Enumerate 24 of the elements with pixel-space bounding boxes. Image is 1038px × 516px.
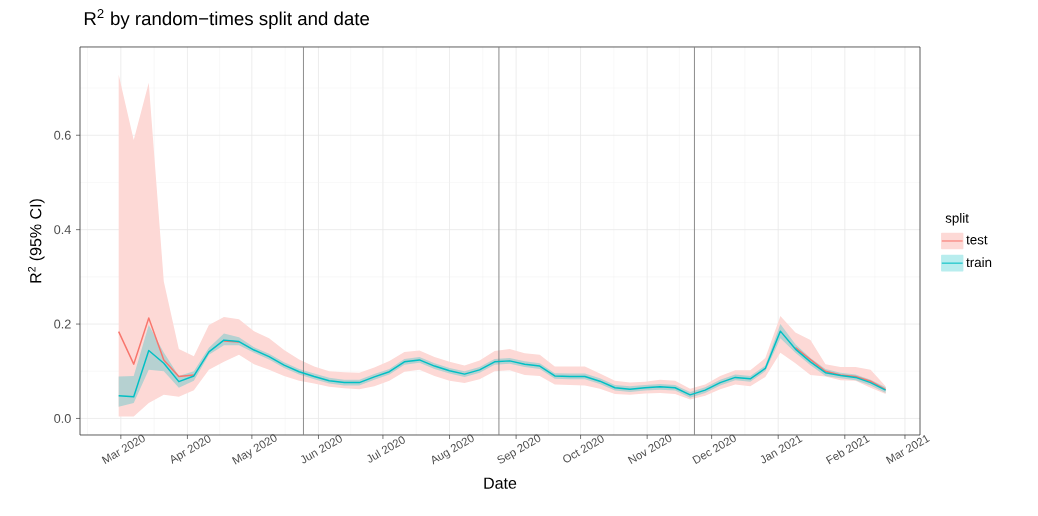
chart-title: R$^{2}$ by random−times split and date: [84, 8, 370, 29]
x-axis-title: Date: [484, 477, 517, 489]
legend-label: test: [966, 235, 988, 245]
y-axis-title: R$^{2}$ (95% CI): [27, 199, 45, 283]
x-tick-label: Feb 2021: [825, 435, 870, 465]
x-tick-label: Apr 2020: [171, 435, 211, 464]
x-tick-label: May 2020: [231, 434, 277, 465]
x-tick-label: Mar 2021: [885, 434, 930, 464]
y-tick-label: 0.6: [54, 130, 71, 140]
y-tick-label: 0.4: [54, 225, 71, 235]
x-tick-label: Mar 2020: [101, 434, 145, 464]
line-series: [117, 330, 887, 398]
y-tick-label: 0.0: [54, 413, 71, 423]
x-tick-label: Jul 2020: [367, 436, 405, 463]
x-tick-label: Oct 2020: [563, 435, 604, 463]
x-tick-label: Jan 2021: [760, 435, 803, 464]
y-tick-label: 0.2: [54, 319, 71, 329]
x-tick-label: Aug 2020: [432, 434, 474, 465]
legend-title: split: [945, 213, 969, 226]
legend-label: train: [966, 257, 992, 268]
x-tick-label: Sep 2020: [497, 434, 541, 464]
x-tick-label: Nov 2020: [627, 434, 672, 465]
x-tick-label: Dec 2020: [692, 434, 736, 465]
x-tick-label: Jun 2020: [301, 435, 342, 464]
